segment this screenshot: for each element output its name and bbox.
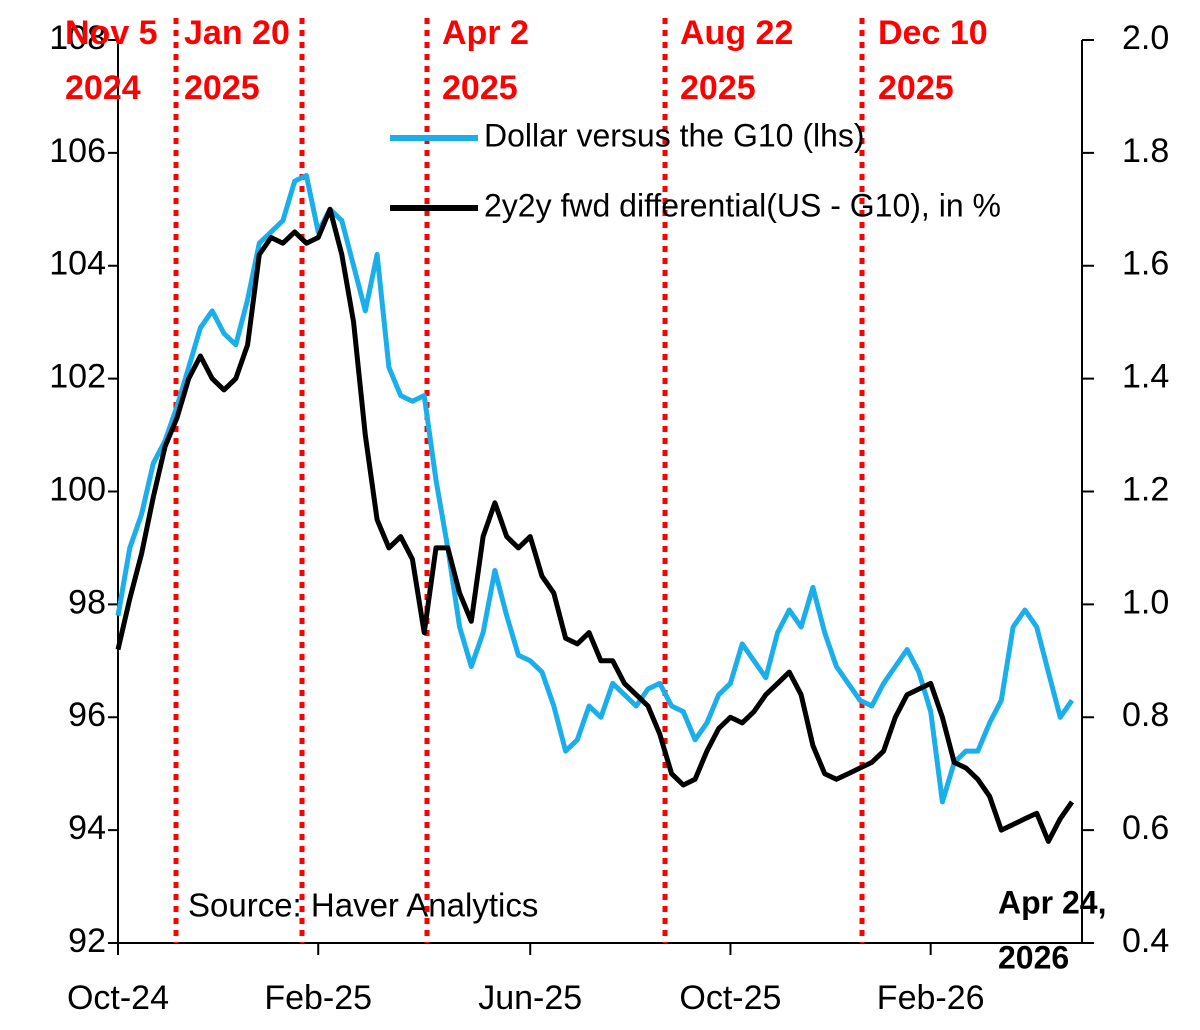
y2-tick-label: 1.0 bbox=[1122, 583, 1169, 621]
end-note: 2026 bbox=[998, 939, 1069, 975]
y2-tick-label: 1.2 bbox=[1122, 470, 1169, 508]
y-tick-label: 102 bbox=[49, 358, 106, 396]
event-label: 2025 bbox=[878, 69, 954, 107]
x-tick-label: Feb-26 bbox=[877, 979, 985, 1017]
y2-tick-label: 0.6 bbox=[1122, 809, 1169, 847]
event-label: 2025 bbox=[680, 69, 756, 107]
y-tick-label: 104 bbox=[49, 245, 106, 283]
event-label: 2025 bbox=[184, 69, 260, 107]
y2-tick-label: 0.8 bbox=[1122, 696, 1169, 734]
legend-label: Dollar versus the G10 (lhs) bbox=[484, 117, 865, 153]
event-label: Aug 22 bbox=[680, 14, 793, 52]
event-label: Nov 5 bbox=[65, 14, 158, 52]
x-tick-label: Oct-25 bbox=[679, 979, 781, 1017]
y2-tick-label: 0.4 bbox=[1122, 922, 1169, 960]
event-label: Jan 20 bbox=[184, 14, 290, 52]
end-note: Apr 24, bbox=[998, 884, 1106, 920]
y2-tick-label: 1.8 bbox=[1122, 132, 1169, 170]
legend-label: 2y2y fwd differential(US - G10), in % bbox=[484, 187, 1001, 223]
y-tick-label: 94 bbox=[68, 809, 106, 847]
y-tick-label: 106 bbox=[49, 132, 106, 170]
y-tick-label: 96 bbox=[68, 696, 106, 734]
source-note: Source: Haver Analytics bbox=[188, 887, 538, 924]
y-tick-label: 92 bbox=[68, 922, 106, 960]
y2-tick-label: 1.6 bbox=[1122, 245, 1169, 283]
event-label: Apr 2 bbox=[442, 14, 529, 52]
event-label: 2025 bbox=[442, 69, 518, 107]
y2-tick-label: 1.4 bbox=[1122, 358, 1169, 396]
y-tick-label: 108 bbox=[49, 19, 106, 57]
x-tick-label: Oct-24 bbox=[67, 979, 169, 1017]
x-tick-label: Jun-25 bbox=[478, 979, 582, 1017]
series-line bbox=[115, 173, 1075, 805]
y2-tick-label: 2.0 bbox=[1122, 19, 1169, 57]
event-label: Dec 10 bbox=[878, 14, 988, 52]
event-label: 2024 bbox=[65, 69, 141, 107]
y-tick-label: 100 bbox=[49, 470, 106, 508]
series-line bbox=[115, 206, 1075, 844]
y-tick-label: 98 bbox=[68, 583, 106, 621]
x-tick-label: Feb-25 bbox=[264, 979, 372, 1017]
